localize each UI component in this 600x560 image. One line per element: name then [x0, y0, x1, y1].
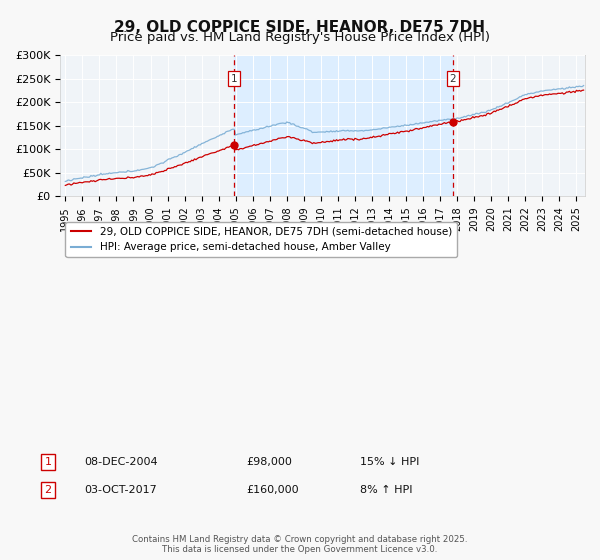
Text: 03-OCT-2017: 03-OCT-2017 — [84, 485, 157, 495]
Legend: 29, OLD COPPICE SIDE, HEANOR, DE75 7DH (semi-detached house), HPI: Average price: 29, OLD COPPICE SIDE, HEANOR, DE75 7DH (… — [65, 222, 457, 258]
Text: 1: 1 — [44, 457, 52, 467]
Bar — [235, 55, 453, 197]
Text: 1: 1 — [231, 74, 238, 84]
Text: 2: 2 — [449, 74, 456, 84]
Text: Contains HM Land Registry data © Crown copyright and database right 2025.
This d: Contains HM Land Registry data © Crown c… — [132, 535, 468, 554]
Text: £98,000: £98,000 — [246, 457, 292, 467]
Text: Price paid vs. HM Land Registry's House Price Index (HPI): Price paid vs. HM Land Registry's House … — [110, 31, 490, 44]
Text: 08-DEC-2004: 08-DEC-2004 — [84, 457, 158, 467]
Text: £160,000: £160,000 — [246, 485, 299, 495]
Text: 2: 2 — [44, 485, 52, 495]
Text: 8% ↑ HPI: 8% ↑ HPI — [360, 485, 413, 495]
Text: 15% ↓ HPI: 15% ↓ HPI — [360, 457, 419, 467]
Text: 29, OLD COPPICE SIDE, HEANOR, DE75 7DH: 29, OLD COPPICE SIDE, HEANOR, DE75 7DH — [115, 20, 485, 35]
